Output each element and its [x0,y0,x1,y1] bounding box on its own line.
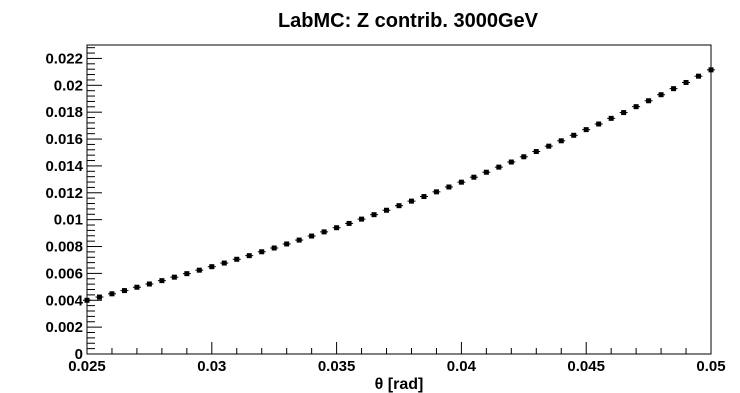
data-points [83,67,715,303]
data-point [220,260,229,266]
data-point [432,189,441,195]
x-tick-label: 0.03 [197,358,226,375]
y-tick-label: 0.014 [45,158,83,175]
y-tick-label: 0.022 [45,50,83,67]
data-point [132,284,141,290]
data-point [482,169,491,175]
data-point [619,110,628,116]
y-axis: 0 0.002 0.004 0.006 0.008 0.01 0.012 0.014 0.016… [45,47,102,363]
data-point [182,271,191,277]
y-tick-label: 0.016 [45,131,83,148]
y-tick-label: 0.012 [45,185,83,202]
data-point [170,274,179,280]
data-point [295,237,304,243]
y-tick-label: 0.002 [45,319,83,336]
plot-frame [86,44,712,355]
data-point [582,127,591,133]
data-point [544,143,553,149]
data-point [157,278,166,284]
data-point [419,194,428,200]
data-point [694,73,703,79]
data-point [357,216,366,222]
y-tick-label: 0 [75,346,83,363]
data-point [507,159,516,165]
data-point [644,98,653,104]
y-tick-label: 0.004 [45,292,83,309]
y-tick-label: 0.006 [45,265,83,282]
y-tick-label: 0.01 [54,212,83,229]
data-point [557,138,566,144]
data-point [120,288,129,294]
data-point [332,225,341,231]
data-point [395,203,403,209]
data-point [657,92,666,98]
data-point [569,132,578,138]
data-point [270,245,279,251]
x-tick-label: 0.035 [318,358,356,375]
data-point [382,207,391,213]
data-point [95,294,104,300]
data-point [532,149,541,155]
data-point [519,154,528,160]
data-point [145,281,154,287]
data-point [83,297,91,303]
data-point [457,179,466,185]
data-point [469,174,478,180]
data-point [195,267,204,273]
x-axis: 0.025 0.03 0.035 0.04 0.045 0.05 [68,342,726,375]
y-tick-label: 0.018 [45,104,83,121]
data-point [257,249,266,255]
data-point [207,264,216,270]
data-point [494,164,503,170]
data-point [669,86,678,92]
data-point [682,79,691,85]
data-point [407,198,416,204]
data-point [345,220,354,226]
data-point [307,233,316,239]
x-tick-label: 0.04 [447,358,477,375]
x-tick-label: 0.045 [567,358,605,375]
data-point [232,256,241,262]
y-tick-label: 0.008 [45,239,83,256]
chart-title: LabMC: Z contrib. 3000GeV [278,10,539,32]
x-axis-label: θ [rad] [375,376,424,393]
x-tick-label: 0.025 [68,358,106,375]
data-point [282,241,291,247]
data-point [320,229,329,235]
x-tick-label: 0.05 [696,358,725,375]
data-point [444,184,453,190]
data-point [707,67,715,73]
data-point [245,253,254,259]
data-point [594,121,603,127]
data-point [370,212,379,218]
data-point [632,104,641,110]
y-tick-label: 0.02 [54,77,83,94]
data-point [107,291,116,297]
data-point [607,115,616,121]
